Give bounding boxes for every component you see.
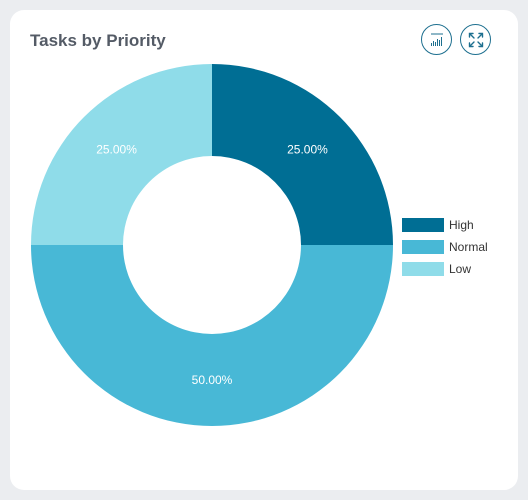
slice-high[interactable] [212,64,393,245]
slice-low[interactable] [31,64,212,245]
slice-label-low: 25.00% [96,143,137,157]
slice-label-normal: 50.00% [192,373,233,387]
expand-icon [468,32,483,47]
bar-chart-icon [430,33,443,46]
legend-label: High [449,218,474,232]
legend-swatch [402,240,444,254]
chart-card: Tasks by Priority 25.00% 50.00% 25.00% Hig… [10,10,518,490]
chart-type-button[interactable] [421,24,452,55]
slice-normal[interactable] [31,245,393,426]
chart-title: Tasks by Priority [30,31,166,50]
legend-swatch [402,218,444,232]
fullscreen-button[interactable] [460,24,491,55]
legend-item-normal[interactable]: Normal [402,236,488,258]
legend-item-high[interactable]: High [402,214,488,236]
legend-label: Low [449,262,472,276]
chart-legend: High Normal Low [402,214,488,280]
legend-swatch [402,262,444,276]
donut-chart: 25.00% 50.00% 25.00% [31,64,393,426]
legend-item-low[interactable]: Low [402,258,488,280]
legend-label: Normal [449,240,488,254]
slice-label-high: 25.00% [287,143,328,157]
